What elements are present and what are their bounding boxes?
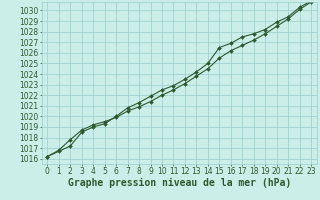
X-axis label: Graphe pression niveau de la mer (hPa): Graphe pression niveau de la mer (hPa) xyxy=(68,178,291,188)
